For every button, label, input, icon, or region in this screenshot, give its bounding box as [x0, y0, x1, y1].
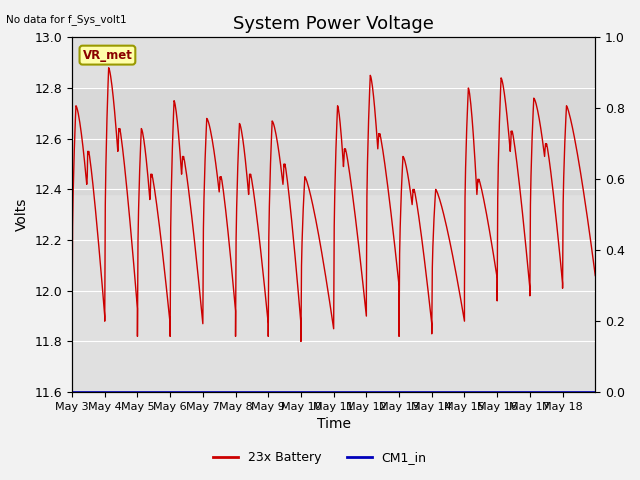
Title: System Power Voltage: System Power Voltage — [233, 15, 434, 33]
Text: VR_met: VR_met — [83, 48, 132, 61]
Bar — [72, 88, 595, 194]
X-axis label: Time: Time — [317, 418, 351, 432]
Y-axis label: Volts: Volts — [15, 198, 29, 231]
Text: No data for f_Sys_volt1: No data for f_Sys_volt1 — [6, 14, 127, 25]
Legend: 23x Battery, CM1_in: 23x Battery, CM1_in — [208, 446, 432, 469]
